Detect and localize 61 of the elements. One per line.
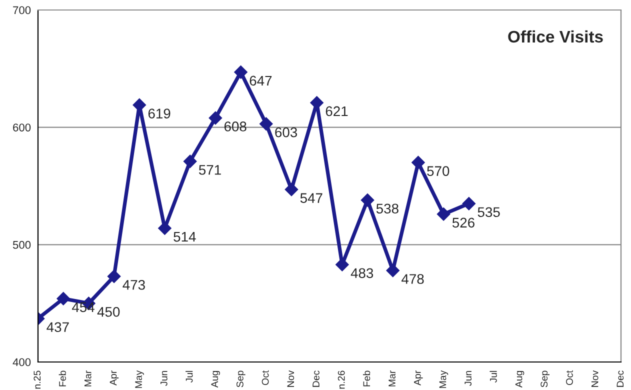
point: [284, 182, 298, 196]
data-label: 570: [427, 166, 450, 176]
data-label: 450: [97, 306, 120, 317]
y-tick-label: 700: [13, 6, 31, 14]
x-tick-label: Oct: [262, 370, 269, 385]
x-tick-label: Aug: [211, 370, 220, 388]
x-tick-label: Jul: [490, 370, 497, 383]
x-tick-label: Dec: [616, 370, 624, 387]
data-label: 483: [350, 268, 374, 278]
y-tick-label: 500: [12, 240, 31, 249]
x-tick-label: Apr: [414, 370, 423, 386]
point: [234, 66, 248, 79]
point: [184, 154, 197, 168]
data-label: 478: [402, 274, 424, 284]
x-tick-label: Oct: [566, 370, 573, 385]
point: [107, 270, 121, 283]
x-tick-label: Feb: [362, 370, 370, 386]
x-tick-label: Nov: [287, 370, 294, 387]
data-label: 514: [174, 232, 196, 242]
point: [412, 156, 425, 170]
data-label: 473: [122, 280, 145, 290]
point: [56, 292, 70, 306]
data-label: 547: [300, 193, 322, 203]
x-tick-label: n.25: [34, 370, 41, 389]
data-label: 538: [376, 204, 398, 214]
data-label: 437: [46, 322, 69, 332]
data-label: 621: [326, 106, 348, 116]
x-tick-label: Mar: [84, 370, 92, 386]
x-tick-label: Nov: [591, 370, 598, 387]
x-tick-label: Feb: [58, 370, 66, 386]
data-label: 526: [452, 218, 474, 228]
x-tick-label: Jul: [186, 370, 193, 383]
data-label: 571: [198, 165, 221, 175]
x-tick-label: n.26: [338, 370, 345, 389]
x-tick-label: Mar: [388, 370, 396, 386]
point: [436, 208, 450, 221]
data-label: 603: [275, 127, 298, 138]
x-tick-label: May: [135, 370, 144, 388]
data-label: 608: [224, 122, 246, 132]
y-tick-label: 600: [13, 124, 31, 132]
x-tick-label: Jun: [464, 370, 472, 386]
y-tick-label: 400: [12, 358, 31, 366]
data-label: 647: [250, 76, 272, 86]
data-label: 535: [478, 207, 500, 218]
point: [360, 193, 374, 207]
point: [336, 258, 349, 272]
x-tick-label: Jun: [160, 370, 168, 386]
data-label: 619: [148, 108, 170, 118]
point: [208, 111, 222, 125]
x-tick-label: Sep: [236, 370, 246, 388]
x-tick-label: May: [439, 370, 448, 388]
x-tick-label: Apr: [110, 370, 119, 386]
point: [462, 197, 476, 210]
point: [386, 264, 400, 278]
x-tick-label: Aug: [515, 370, 524, 388]
point: [310, 96, 324, 110]
x-tick-label: Sep: [540, 370, 550, 388]
point: [158, 222, 172, 235]
point: [260, 117, 273, 130]
text: Office Visits: [508, 30, 603, 43]
x-tick-label: Dec: [312, 370, 320, 387]
